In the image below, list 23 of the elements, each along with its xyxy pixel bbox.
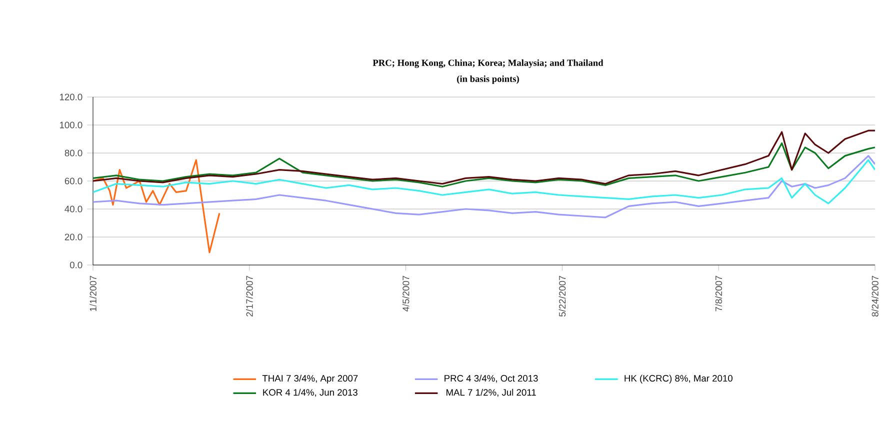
y-tick-label: 20.0	[64, 234, 82, 240]
x-tick-label: 2/17/2007	[246, 276, 253, 316]
x-tick-label: 8/24/2007	[872, 276, 878, 317]
x-tick-label: 5/22/2007	[558, 276, 566, 317]
y-tick-label: 40.0	[64, 206, 82, 212]
x-tick-label: 4/5/2007	[402, 276, 410, 312]
x-tick-label: 7/8/2007	[715, 276, 722, 312]
y-tick-label: 0.0	[70, 262, 82, 268]
y-tick-label: 100.0	[60, 122, 82, 128]
chart-subtitle: (in basis points)	[457, 75, 519, 84]
chart-title: PRC; Hong Kong, China; Korea; Malaysia; and Thailand	[372, 59, 604, 68]
y-tick-label: 60.0	[64, 178, 82, 184]
legend-label: HK (KCRC) 8%, Mar 2010	[624, 374, 732, 384]
legend-label: THAI 7 3/4%, Apr 2007	[262, 374, 358, 384]
line-series	[93, 159, 220, 254]
y-tick-label: 120.0	[60, 94, 82, 100]
line-series	[93, 142, 875, 188]
legend-label: KOR 4 1/4%, Jun 2013	[263, 388, 358, 397]
legend-label: MAL 7 1/2%, Jul 2011	[446, 388, 536, 397]
x-tick-label: 1/1/2007	[90, 276, 96, 312]
line-series	[93, 159, 875, 204]
legend-label: PRC 4 3/4%, Oct 2013	[444, 374, 538, 383]
y-tick-label: 80.0	[64, 150, 82, 156]
